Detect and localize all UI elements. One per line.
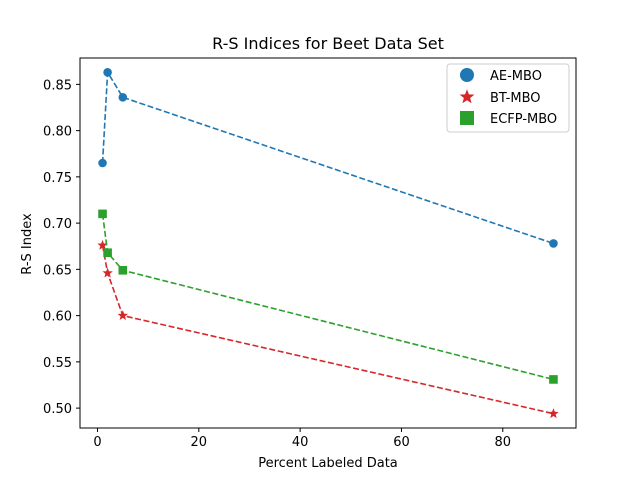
y-axis-label: R-S Index xyxy=(20,213,35,275)
data-point-ae-mbo xyxy=(118,93,128,102)
data-point-ae-mbo xyxy=(98,158,107,168)
chart-title: R-S Indices for Beet Data Set xyxy=(212,34,444,53)
axis-ticks: 0 20 40 60 80 0.50 0.55 0.60 0.65 0.70 0.75 0.80 0.8… xyxy=(43,78,511,450)
y-tick-label: 0.60 xyxy=(43,310,72,325)
y-tick-label: 0.65 xyxy=(43,263,72,278)
data-point-bt-mbo xyxy=(102,267,113,278)
legend-box xyxy=(446,63,570,133)
legend-label-ae-mbo: AE-MBO xyxy=(490,69,542,84)
data-point-ecfp-mbo xyxy=(118,265,128,275)
legend-marker-ae-mbo xyxy=(460,68,474,82)
series-line-ae-mbo xyxy=(101,69,554,245)
data-point-ecfp-mbo xyxy=(549,375,558,384)
y-tick-label: 0.70 xyxy=(43,217,72,232)
data-point-ecfp-mbo xyxy=(98,209,107,219)
legend: AE-MBO BT-MBO ECFP-MBO xyxy=(446,63,570,133)
data-point-ecfp-mbo xyxy=(103,248,112,258)
data-point-bt-mbo xyxy=(548,408,559,419)
y-tick-label: 0.75 xyxy=(43,171,72,186)
plot-series xyxy=(97,68,559,419)
legend-label-ecfp-mbo: ECFP-MBO xyxy=(490,112,557,127)
x-tick-label: 40 xyxy=(292,435,309,450)
x-tick-label: 20 xyxy=(191,435,208,450)
data-point-ae-mbo xyxy=(103,68,112,77)
series-line-ecfp-mbo xyxy=(101,213,554,381)
legend-label-bt-mbo: BT-MBO xyxy=(490,91,541,106)
x-tick-label: 0 xyxy=(93,435,101,450)
data-point-bt-mbo xyxy=(97,239,108,250)
y-tick-label: 0.80 xyxy=(43,125,72,140)
x-axis-label: Percent Labeled Data xyxy=(258,456,398,471)
x-tick-label: 80 xyxy=(495,435,512,450)
legend-marker-bt-mbo xyxy=(459,89,475,104)
data-point-bt-mbo xyxy=(117,310,128,321)
y-tick-label: 0.55 xyxy=(43,356,72,371)
data-point-ae-mbo xyxy=(549,239,558,248)
plot-frame xyxy=(79,57,577,429)
x-tick-label: 60 xyxy=(393,435,410,450)
legend-marker-ecfp-mbo xyxy=(460,111,474,125)
y-tick-label: 0.50 xyxy=(43,402,72,417)
y-tick-label: 0.85 xyxy=(43,78,72,93)
series-line-bt-mbo xyxy=(101,245,554,415)
